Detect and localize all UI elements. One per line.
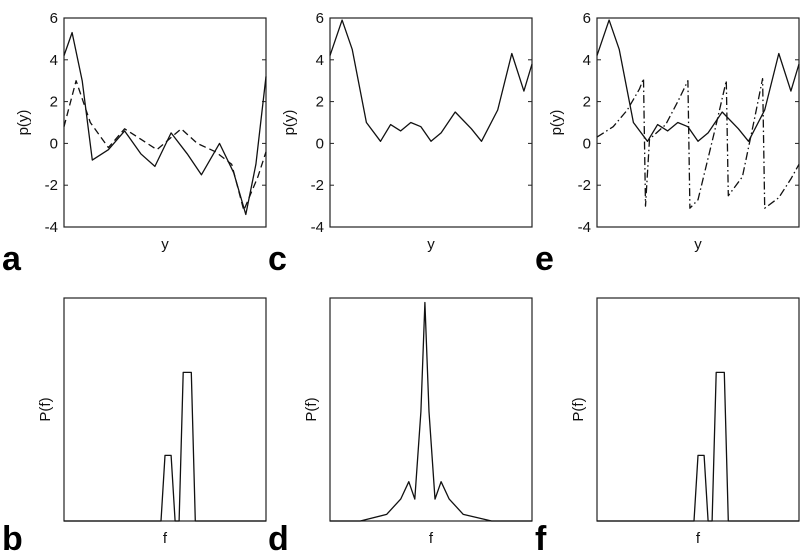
panel-f-letter: f [535, 520, 547, 557]
panel-e-series-dashdot [596, 77, 800, 209]
panel-c-xlabel: y [427, 236, 435, 253]
panel-e-ytick-label: 4 [583, 52, 591, 69]
panel-b-ylabel: P(f) [37, 397, 54, 421]
panel-e-letter: e [535, 240, 554, 278]
panel-e-ytick-label: 2 [583, 94, 591, 111]
panel-d-xlabel: f [429, 530, 434, 547]
panel-e-ytick-label: -2 [578, 177, 591, 194]
panel-f-frame [596, 297, 800, 522]
panel-a-letter: a [2, 240, 22, 278]
panel-e-ylabel: p(y) [548, 110, 565, 136]
panel-f-series-solid [597, 371, 799, 522]
panel-a-ytick-label: 2 [50, 94, 58, 111]
panel-f-xlabel: f [696, 530, 701, 547]
panel-d-letter: d [268, 520, 289, 557]
panel-a-ytick-label: -4 [45, 219, 58, 236]
panel-b-xlabel: f [163, 530, 168, 547]
panel-c-frame [329, 17, 533, 228]
panel-b-series-solid [64, 371, 266, 522]
panel-e-frame [596, 17, 800, 228]
panel-c-ytick-label: -4 [311, 219, 324, 236]
panel-c-letter: c [268, 240, 287, 278]
panel-a-series-solid [63, 31, 267, 216]
panel-a-ytick-label: 6 [50, 10, 58, 27]
panel-a-series-dashed [63, 80, 267, 211]
panel-c-ytick-label: 0 [316, 135, 324, 152]
panel-b-frame [63, 297, 267, 522]
panel-a-ytick-label: -2 [45, 177, 58, 194]
panel-c-ytick-label: 6 [316, 10, 324, 27]
panel-a-ytick-label: 0 [50, 135, 58, 152]
panel-c-ylabel: p(y) [281, 110, 298, 136]
panel-d-ylabel: P(f) [303, 397, 320, 421]
panel-e-ytick-label: 6 [583, 10, 591, 27]
panel-c-ytick-label: 4 [316, 52, 324, 69]
panel-f-ylabel: P(f) [570, 397, 587, 421]
panel-a-xlabel: y [161, 236, 169, 253]
panel-a-frame [63, 17, 267, 228]
panel-a-ylabel: p(y) [15, 110, 32, 136]
panel-a-ytick-label: 4 [50, 52, 58, 69]
panel-e-ytick-label: 0 [583, 135, 591, 152]
panel-d-frame [329, 297, 533, 522]
panel-c-ytick-label: 2 [316, 94, 324, 111]
panel-c-series-solid [329, 19, 533, 142]
panel-e-series-solid [596, 19, 800, 142]
panel-e-xlabel: y [694, 236, 702, 253]
panel-d-series-solid [330, 301, 532, 522]
panel-c-ytick-label: -2 [311, 177, 324, 194]
panel-e-ytick-label: -4 [578, 219, 591, 236]
panel-b-letter: b [2, 520, 23, 557]
